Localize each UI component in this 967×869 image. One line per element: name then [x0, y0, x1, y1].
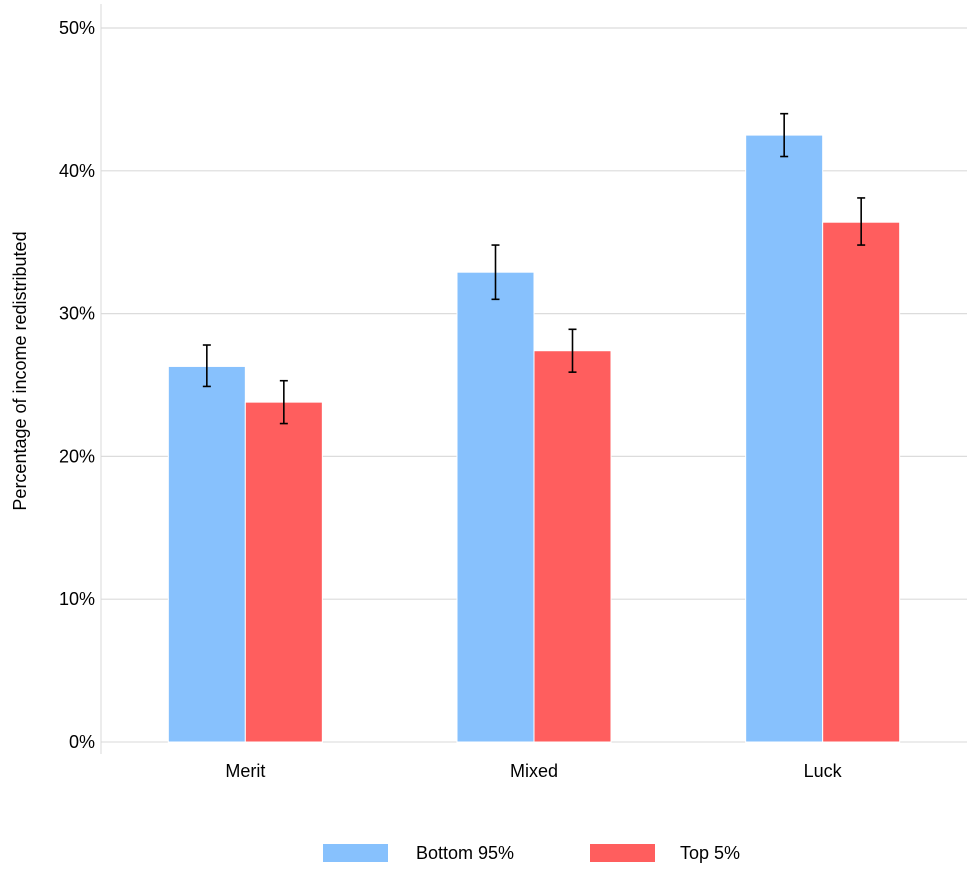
error-bar [568, 328, 577, 373]
x-tick-labels: Merit Mixed Luck [225, 761, 842, 781]
error-bar [202, 344, 211, 388]
bars [167, 134, 901, 743]
error-bar [780, 112, 789, 158]
y-tick-label: 30% [59, 304, 95, 324]
y-tick-label: 10% [59, 589, 95, 609]
y-tick-label: 0% [69, 732, 95, 752]
legend-swatch [590, 844, 655, 862]
legend-label: Bottom 95% [416, 843, 514, 863]
error-bar [857, 197, 866, 246]
error-bars [202, 112, 866, 425]
legend-swatch [323, 844, 388, 862]
y-tick-label: 50% [59, 18, 95, 38]
bar-mixed-bottom-95 [456, 271, 535, 743]
y-tick-labels: 0% 10% 20% 30% 40% 50% [59, 18, 95, 752]
legend: Bottom 95% Top 5% [323, 843, 740, 863]
x-tick-label: Merit [225, 761, 265, 781]
bar-merit-top-5 [244, 401, 323, 743]
bar-mixed-top-5 [533, 350, 612, 743]
legend-item: Bottom 95% [323, 843, 514, 863]
bar-luck-bottom-95 [745, 134, 824, 743]
y-tick-label: 20% [59, 446, 95, 466]
bar-luck-top-5 [822, 221, 901, 743]
y-tick-label: 40% [59, 161, 95, 181]
bar-merit-bottom-95 [167, 365, 246, 743]
x-tick-label: Mixed [510, 761, 558, 781]
legend-label: Top 5% [680, 843, 740, 863]
x-tick-label: Luck [804, 761, 843, 781]
y-axis-title: Percentage of income redistributed [10, 231, 30, 510]
legend-item: Top 5% [590, 843, 740, 863]
error-bar [279, 379, 288, 425]
error-bar [491, 244, 500, 301]
